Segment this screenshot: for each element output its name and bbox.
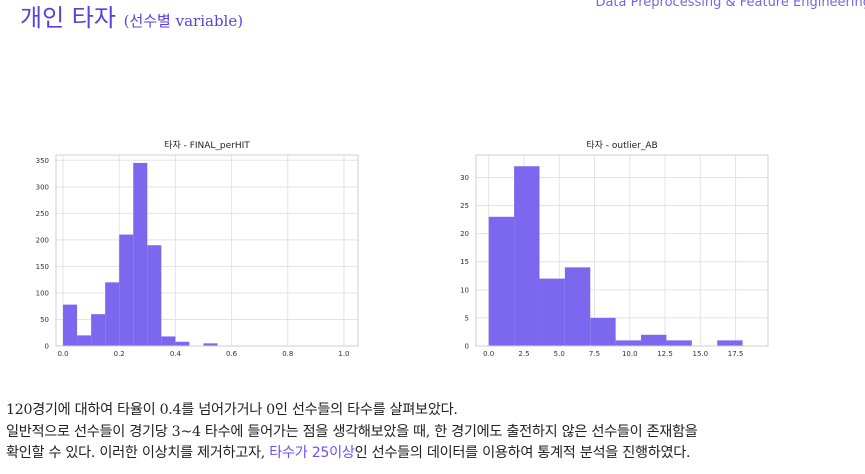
histogram-bar (119, 235, 133, 346)
histogram-bar (616, 340, 641, 346)
x-tick-label: 10.0 (622, 350, 638, 358)
chart-title: 타자 - outlier_AB (586, 140, 657, 151)
y-tick-label: 30 (460, 174, 469, 182)
histogram-bar (565, 267, 590, 346)
x-tick-label: 15.0 (692, 350, 708, 358)
y-tick-label: 0 (465, 343, 469, 351)
description: 120경기에 대하여 타율이 0.4를 넘어가거나 0인 선수들의 타수를 살펴… (6, 400, 865, 465)
x-tick-label: 12.5 (657, 350, 673, 358)
description-line-2: 일반적으로 선수들이 경기당 3~4 타수에 들어가는 점을 생각해보았을 때,… (6, 422, 865, 444)
x-tick-label: 1.0 (338, 350, 349, 358)
y-tick-label: 150 (36, 263, 49, 271)
y-tick-label: 5 (465, 314, 469, 322)
histogram-bar (91, 314, 105, 346)
histogram-bar (77, 335, 91, 346)
chart-title: 타자 - FINAL_perHIT (164, 140, 250, 151)
histogram-bar (717, 340, 742, 346)
section-label: Data Preprocessing & Feature Engineering (595, 0, 865, 10)
histogram-bar (133, 163, 147, 346)
histogram-bar (514, 166, 539, 346)
x-tick-label: 0.8 (282, 350, 293, 358)
histogram-bar (539, 279, 564, 346)
y-tick-label: 25 (460, 202, 469, 210)
page-title-main: 개인 타자 (20, 4, 116, 32)
y-tick-label: 250 (36, 210, 49, 218)
y-tick-label: 300 (36, 183, 49, 191)
histogram-outlier-ab: 타자 - outlier_AB 0.0 2.5 5.0 7.5 10.0 12.5 15.0 1… (440, 130, 780, 360)
histogram-bar (489, 217, 514, 346)
x-tick-label: 7.5 (589, 350, 600, 358)
x-tick-label: 0.4 (170, 350, 182, 358)
histogram-final-perhit: 타자 - FINAL_perHIT 0.0 0.2 0.4 0.6 0.8 1.0 0 50 10… (20, 130, 365, 360)
highlight-text: 타수가 25이상 (269, 445, 354, 461)
y-tick-label: 20 (460, 230, 469, 238)
description-line-3-start: 확인할 수 있다. 이러한 이상치를 제거하고자, (6, 445, 269, 461)
y-tick-label: 0 (45, 343, 49, 351)
histogram-bar (666, 340, 691, 346)
description-line-3: 확인할 수 있다. 이러한 이상치를 제거하고자, 타수가 25이상인 선수들의… (6, 443, 865, 465)
y-tick-label: 10 (460, 286, 469, 294)
histogram-bar (63, 305, 77, 346)
x-tick-label: 0.0 (483, 350, 494, 358)
histogram-bar (590, 318, 615, 346)
histogram-bar (641, 335, 666, 346)
description-line-1: 120경기에 대하여 타율이 0.4를 넘어가거나 0인 선수들의 타수를 살펴… (6, 400, 865, 422)
y-tick-label: 200 (36, 236, 49, 244)
x-tick-label: 0.0 (57, 350, 68, 358)
x-tick-label: 17.5 (728, 350, 744, 358)
histogram-bar (147, 245, 161, 346)
histogram-bar (105, 282, 119, 346)
histogram-bar (161, 336, 175, 346)
y-tick-label: 15 (460, 258, 469, 266)
page-title: 개인 타자 (선수별 variable) (20, 0, 243, 33)
y-tick-label: 350 (36, 157, 49, 165)
x-tick-label: 0.6 (226, 350, 238, 358)
description-line-3-end: 인 선수들의 데이터를 이용하여 통계적 분석을 진행하였다. (355, 445, 691, 461)
y-tick-label: 100 (36, 289, 49, 297)
histogram-bar (175, 342, 189, 346)
x-tick-label: 0.2 (114, 350, 125, 358)
y-tick-label: 50 (40, 316, 49, 324)
x-tick-label: 5.0 (554, 350, 565, 358)
page-title-sub: (선수별 variable) (124, 12, 243, 30)
x-tick-label: 2.5 (518, 350, 529, 358)
